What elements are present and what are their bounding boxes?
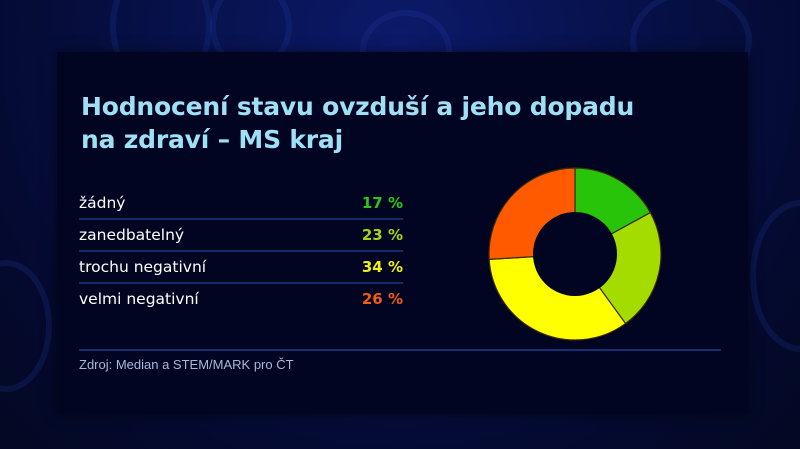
divider: [79, 349, 721, 351]
legend-row-none: žádný 17 %: [79, 188, 403, 220]
legend-row-slightly-negative: trochu negativní 34 %: [79, 252, 403, 284]
legend-label: žádný: [79, 194, 126, 212]
donut-chart: [488, 167, 662, 341]
donut-slice-2: [574, 211, 662, 325]
background-swirl: [0, 260, 52, 392]
infographic-panel: Hodnocení stavu ovzduší a jeho dopadu na…: [57, 52, 748, 414]
donut-slice-3: [488, 253, 627, 341]
legend-row-very-negative: velmi negativní 26 %: [79, 284, 403, 314]
legend: žádný 17 % zanedbatelný 23 % trochu nega…: [79, 188, 403, 314]
chart-title: Hodnocení stavu ovzduší a jeho dopadu na…: [81, 90, 721, 156]
legend-value: 17 %: [361, 194, 403, 212]
legend-label: trochu negativní: [79, 258, 207, 276]
title-line-2: na zdraví – MS kraj: [81, 125, 343, 154]
legend-label: zanedbatelný: [79, 226, 185, 244]
legend-value: 26 %: [361, 290, 403, 308]
legend-row-negligible: zanedbatelný 23 %: [79, 220, 403, 252]
legend-label: velmi negativní: [79, 290, 199, 308]
title-line-1: Hodnocení stavu ovzduší a jeho dopadu: [81, 92, 635, 121]
legend-value: 23 %: [361, 226, 403, 244]
legend-value: 34 %: [361, 258, 403, 276]
donut-hole: [533, 212, 617, 296]
source-note: Zdroj: Median a STEM/MARK pro ČT: [79, 357, 294, 372]
background-swirl: [750, 200, 800, 352]
